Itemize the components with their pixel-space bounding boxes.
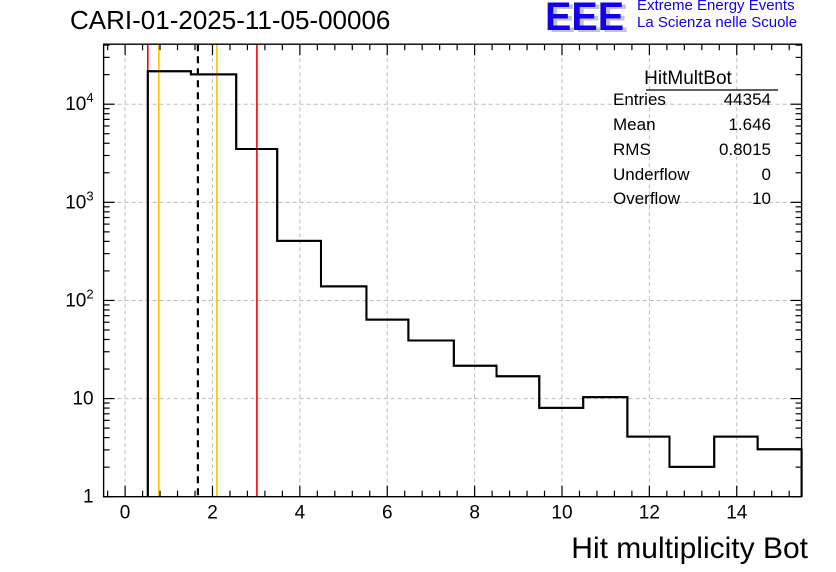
svg-text:1.646: 1.646: [728, 115, 771, 134]
svg-text:RMS: RMS: [613, 140, 651, 159]
svg-text:0.8015: 0.8015: [719, 140, 771, 159]
svg-text:0: 0: [762, 165, 771, 184]
svg-text:44354: 44354: [724, 90, 771, 109]
svg-text:Underflow: Underflow: [613, 165, 690, 184]
svg-text:HitMultBot: HitMultBot: [644, 68, 732, 89]
svg-text:10: 10: [72, 389, 93, 410]
svg-text:8: 8: [469, 503, 480, 524]
svg-text:Mean: Mean: [613, 115, 656, 134]
svg-text:12: 12: [639, 503, 660, 524]
svg-text:Entries: Entries: [613, 90, 666, 109]
svg-text:Overflow: Overflow: [613, 189, 681, 208]
svg-text:10: 10: [752, 189, 771, 208]
svg-text:4: 4: [295, 503, 306, 524]
svg-text:0: 0: [120, 503, 131, 524]
svg-text:2: 2: [207, 503, 218, 524]
svg-text:1: 1: [83, 487, 94, 508]
svg-text:10: 10: [551, 503, 572, 524]
svg-text:6: 6: [382, 503, 393, 524]
svg-text:14: 14: [726, 503, 748, 524]
svg-text:Hit multiplicity Bot: Hit multiplicity Bot: [571, 532, 808, 565]
svg-text:CARI-01-2025-11-05-00006: CARI-01-2025-11-05-00006: [70, 5, 390, 35]
